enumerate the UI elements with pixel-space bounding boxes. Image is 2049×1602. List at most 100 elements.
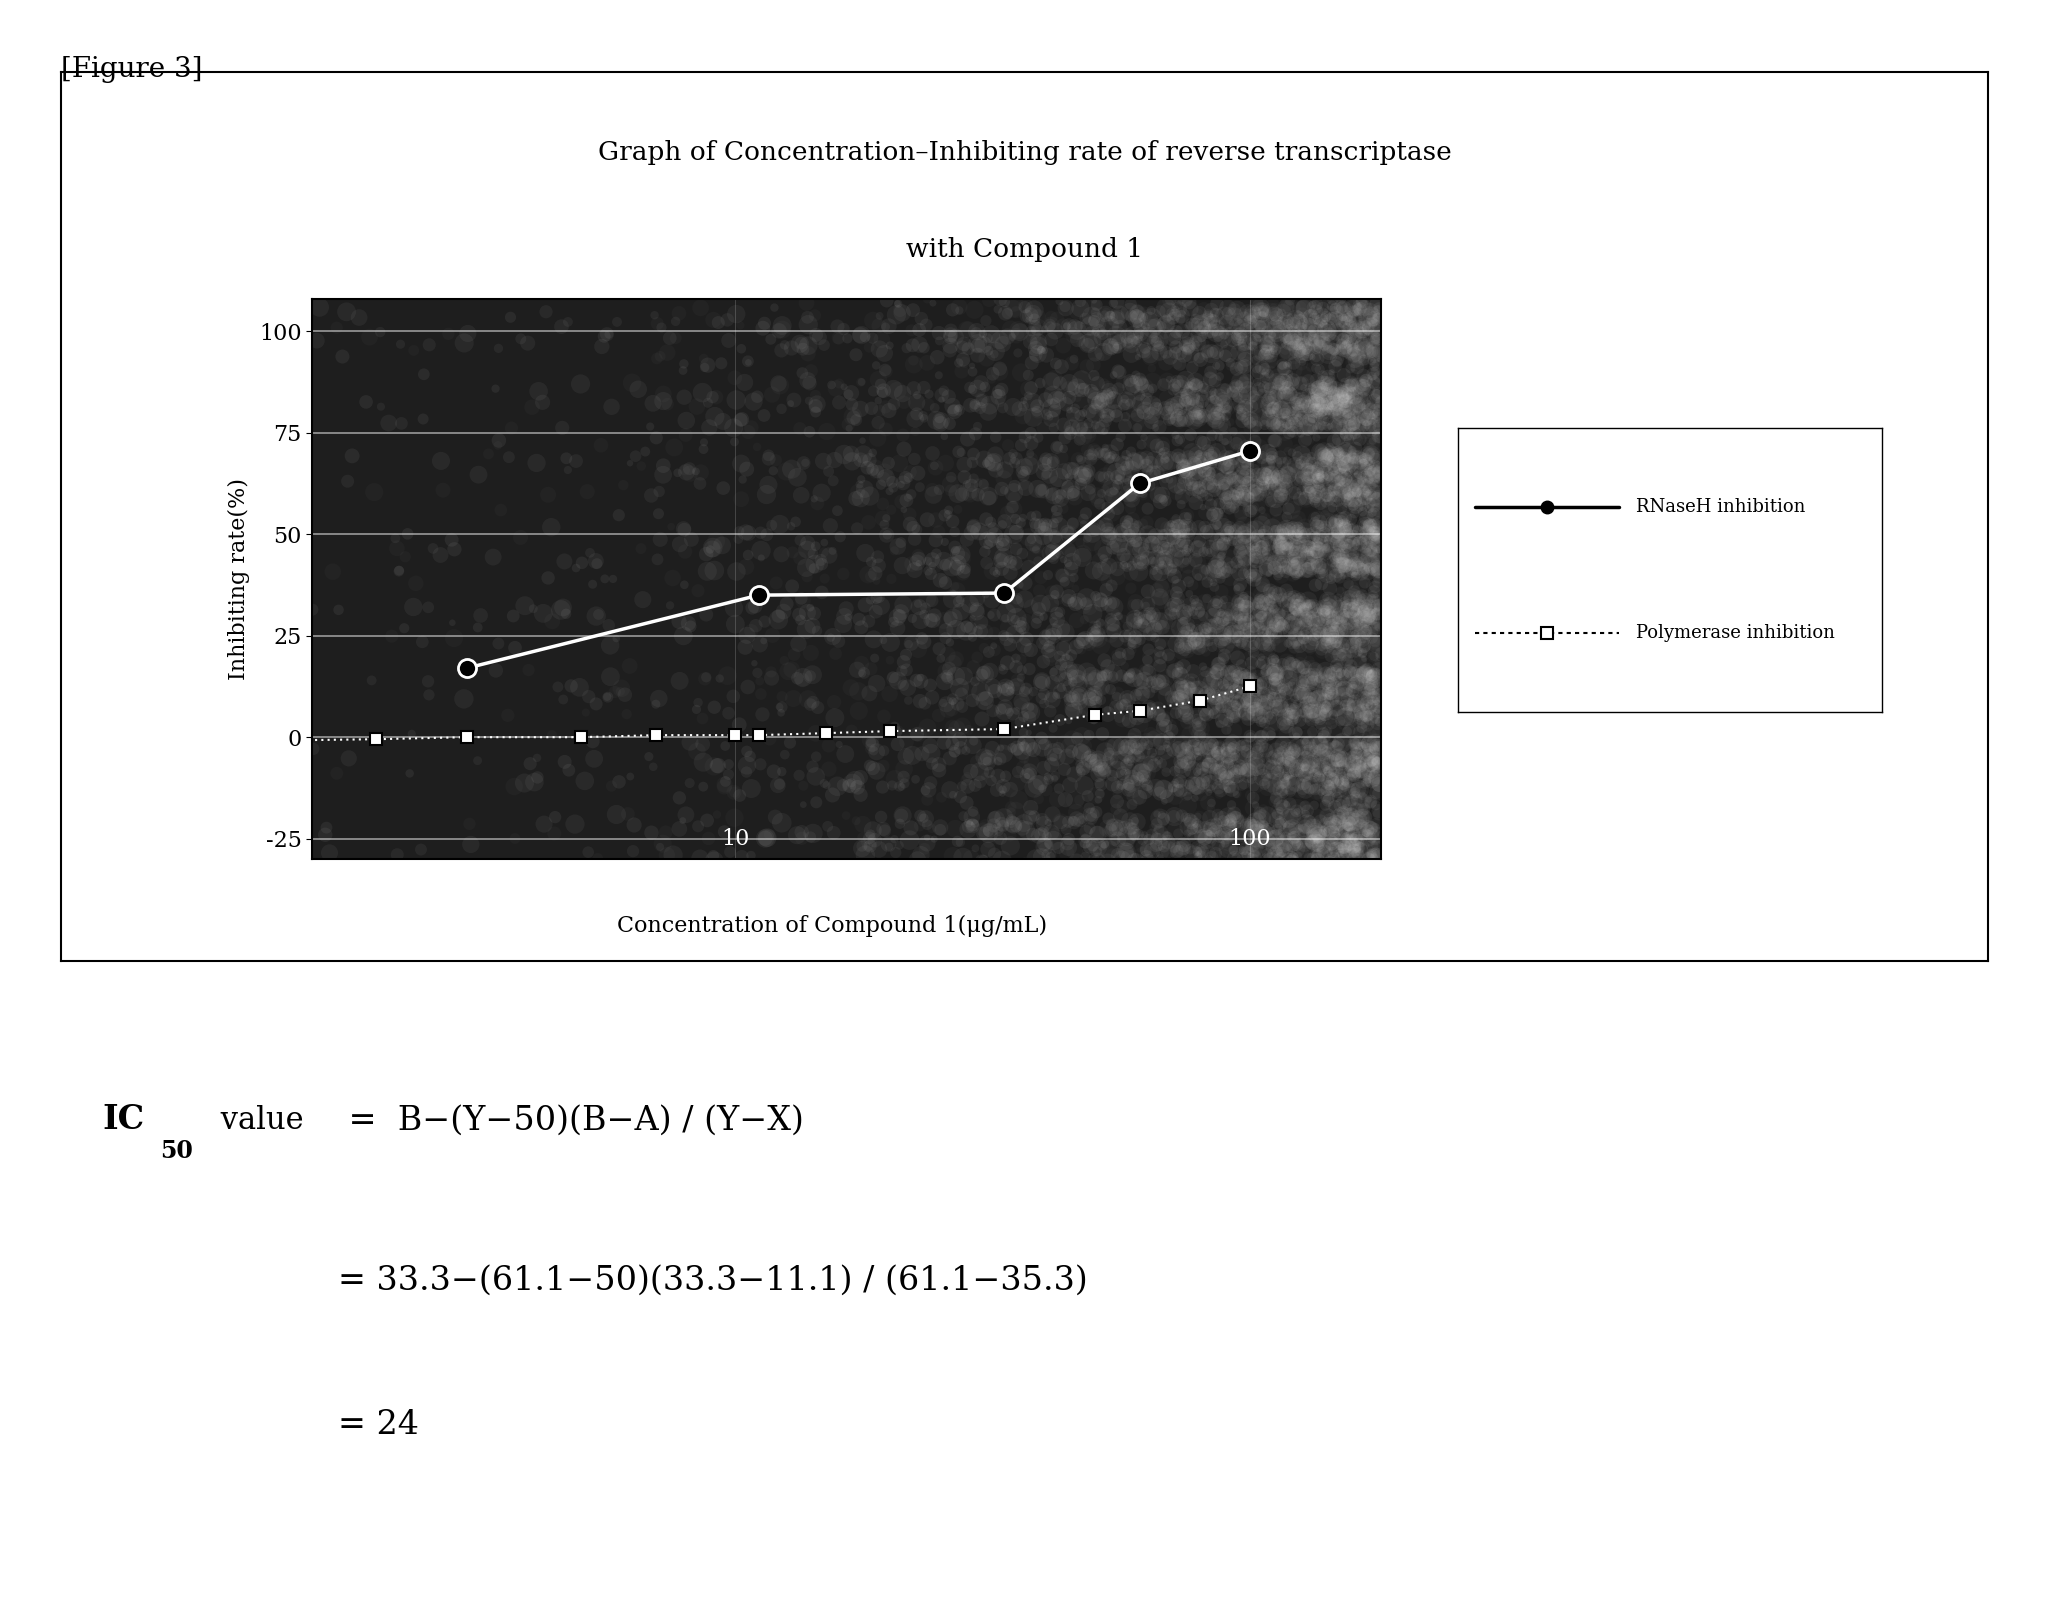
- Point: [1070, 585, 1102, 610]
- Point: [1291, 484, 1324, 509]
- Point: [1233, 607, 1266, 633]
- Point: [1256, 396, 1289, 421]
- Point: [1236, 626, 1268, 652]
- Point: [1162, 777, 1195, 803]
- Point: [1299, 489, 1332, 514]
- Point: [1311, 758, 1344, 783]
- Point: [1166, 753, 1199, 779]
- Point: [1315, 593, 1348, 618]
- Point: [971, 399, 1004, 425]
- Point: [1328, 726, 1361, 751]
- Point: [1082, 548, 1115, 574]
- Point: [408, 362, 441, 388]
- Point: [1004, 692, 1037, 718]
- Point: [828, 442, 861, 468]
- Point: [1342, 638, 1375, 663]
- Point: [1358, 700, 1391, 726]
- Point: [1037, 415, 1070, 441]
- Point: [881, 378, 914, 404]
- Point: [1094, 303, 1127, 328]
- Point: [1205, 623, 1238, 649]
- Point: [594, 633, 627, 658]
- Point: [1258, 646, 1291, 671]
- Point: [1080, 300, 1113, 325]
- Point: [668, 457, 701, 482]
- Point: [1320, 383, 1352, 409]
- Point: [1356, 360, 1389, 386]
- Point: [1053, 384, 1086, 410]
- Point: [1246, 670, 1279, 695]
- Point: [832, 774, 865, 799]
- Point: [1270, 549, 1303, 575]
- Point: [863, 553, 895, 578]
- Point: [1147, 431, 1180, 457]
- Point: [1291, 753, 1324, 779]
- Point: [1190, 586, 1223, 612]
- Point: [1236, 538, 1268, 564]
- Point: [920, 527, 953, 553]
- Point: [1141, 577, 1174, 602]
- Point: [1361, 750, 1393, 775]
- Point: [1363, 298, 1395, 324]
- Point: [1358, 556, 1391, 582]
- Point: [1070, 626, 1102, 652]
- Point: [967, 660, 1000, 686]
- Point: [1287, 333, 1320, 359]
- Point: [1303, 388, 1336, 413]
- Point: [1260, 825, 1293, 851]
- Point: [1274, 791, 1307, 817]
- Point: [1334, 476, 1367, 501]
- Point: [1217, 489, 1250, 514]
- Point: [1293, 846, 1326, 871]
- Point: [1315, 300, 1348, 325]
- Point: [1356, 402, 1389, 428]
- Point: [1027, 775, 1059, 801]
- Point: [963, 396, 996, 421]
- Point: [1299, 336, 1332, 362]
- Point: [1238, 633, 1270, 658]
- Point: [709, 772, 742, 798]
- Point: [1297, 844, 1330, 870]
- Point: [1207, 686, 1240, 711]
- Point: [1141, 695, 1174, 721]
- Point: [1090, 662, 1123, 687]
- Point: [1348, 769, 1381, 795]
- Point: [852, 753, 885, 779]
- Point: [582, 846, 615, 871]
- Point: [1361, 763, 1393, 788]
- Point: [1024, 566, 1057, 591]
- Point: [1352, 340, 1385, 365]
- Point: [1072, 410, 1104, 436]
- Point: [1141, 702, 1174, 727]
- Point: [1078, 703, 1111, 729]
- Point: [1352, 723, 1385, 748]
- Point: [1072, 458, 1104, 484]
- Point: [1338, 796, 1371, 822]
- Point: [844, 466, 877, 492]
- Point: [1344, 460, 1377, 485]
- Point: [1326, 799, 1358, 825]
- Point: [482, 433, 514, 458]
- Point: [746, 702, 779, 727]
- Point: [1180, 841, 1213, 867]
- Point: [979, 457, 1012, 482]
- Point: [1102, 359, 1135, 384]
- Point: [1215, 668, 1248, 694]
- Point: [1254, 343, 1287, 368]
- Point: [1145, 559, 1178, 585]
- Point: [1258, 410, 1291, 436]
- Point: [1340, 317, 1373, 343]
- Point: [1219, 309, 1252, 335]
- Point: [1195, 694, 1227, 719]
- Point: [1328, 436, 1361, 461]
- Point: [1295, 554, 1328, 580]
- Point: [1258, 668, 1291, 694]
- Point: [830, 596, 863, 622]
- Point: [1285, 779, 1318, 804]
- Point: [1277, 469, 1309, 495]
- Point: [1016, 324, 1049, 349]
- Point: [1352, 731, 1385, 756]
- Point: [1135, 392, 1168, 418]
- Point: [1135, 548, 1168, 574]
- Point: [1313, 631, 1346, 657]
